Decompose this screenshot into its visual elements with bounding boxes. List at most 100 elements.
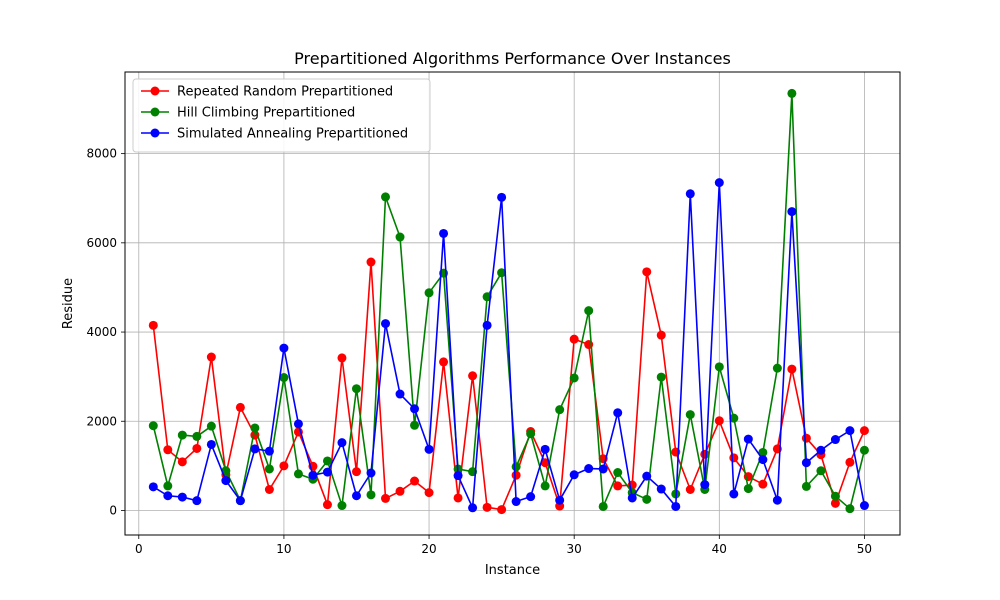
series-3 — [148, 178, 869, 513]
data-point — [685, 189, 695, 199]
data-point — [468, 503, 478, 513]
data-point — [845, 457, 855, 467]
data-point — [206, 439, 216, 449]
data-point — [351, 491, 361, 501]
data-point — [424, 488, 434, 498]
data-point — [743, 434, 753, 444]
data-point — [729, 489, 739, 499]
data-point — [830, 435, 840, 445]
data-point — [221, 476, 231, 486]
data-point — [787, 88, 797, 98]
data-point — [671, 501, 681, 511]
data-point — [584, 464, 594, 474]
data-point — [148, 421, 158, 431]
data-point — [235, 402, 245, 412]
legend-item: Repeated Random Prepartitioned — [141, 85, 393, 100]
x-tick-label: 20 — [421, 542, 436, 556]
y-tick-label: 8000 — [86, 147, 117, 161]
data-point — [337, 438, 347, 448]
data-point — [381, 192, 391, 202]
data-point — [366, 257, 376, 267]
data-point — [497, 192, 507, 202]
data-point — [177, 492, 187, 502]
x-tick-label: 10 — [276, 542, 291, 556]
data-point — [540, 458, 550, 468]
data-point — [729, 453, 739, 463]
data-point — [148, 320, 158, 330]
data-point — [453, 493, 463, 503]
data-point — [497, 505, 507, 515]
data-point — [264, 485, 274, 495]
data-point — [714, 416, 724, 426]
data-point — [845, 504, 855, 514]
data-point — [250, 423, 260, 433]
x-tick-label: 0 — [135, 542, 143, 556]
data-point — [569, 373, 579, 383]
data-point — [351, 467, 361, 477]
y-tick-label: 0 — [109, 503, 117, 517]
data-point — [381, 493, 391, 503]
data-point — [540, 444, 550, 454]
data-point — [163, 481, 173, 491]
data-point — [482, 502, 492, 512]
data-point — [526, 429, 536, 439]
data-point — [177, 430, 187, 440]
legend-box — [132, 78, 431, 153]
data-point — [482, 320, 492, 330]
data-point — [206, 352, 216, 362]
data-point — [540, 481, 550, 491]
data-point — [787, 364, 797, 374]
data-point — [468, 371, 478, 381]
data-point — [250, 444, 260, 454]
data-point — [816, 466, 826, 476]
data-point — [235, 496, 245, 506]
data-point — [801, 481, 811, 491]
data-point — [511, 470, 521, 480]
legend-label: Simulated Annealing Prepartitioned — [177, 127, 408, 142]
data-point — [279, 461, 289, 471]
data-point — [279, 373, 289, 383]
data-point — [772, 495, 782, 505]
data-point — [859, 501, 869, 511]
data-point — [453, 471, 463, 481]
data-point — [351, 384, 361, 394]
data-point — [395, 486, 405, 496]
x-tick-label: 30 — [567, 542, 582, 556]
data-point — [613, 408, 623, 418]
data-point — [656, 330, 666, 340]
data-point — [656, 484, 666, 494]
data-point — [424, 288, 434, 298]
data-point — [511, 462, 521, 472]
data-point — [337, 353, 347, 363]
data-point — [163, 445, 173, 455]
data-point — [714, 178, 724, 188]
data-point — [293, 419, 303, 429]
data-point — [410, 404, 420, 414]
data-point — [279, 343, 289, 353]
legend-marker — [150, 107, 160, 117]
data-point — [859, 426, 869, 436]
data-point — [410, 420, 420, 430]
data-point — [148, 482, 158, 492]
data-point — [772, 363, 782, 373]
series-layer — [148, 88, 869, 515]
data-point — [758, 455, 768, 465]
data-point — [714, 362, 724, 372]
data-point — [816, 445, 826, 455]
data-point — [497, 268, 507, 278]
data-point — [381, 319, 391, 329]
data-point — [743, 484, 753, 494]
data-point — [206, 421, 216, 431]
legend-label: Repeated Random Prepartitioned — [177, 85, 393, 100]
data-point — [859, 445, 869, 455]
data-point — [410, 476, 420, 486]
x-tick-label: 40 — [712, 542, 727, 556]
x-axis-label: Instance — [485, 563, 540, 578]
data-point — [293, 469, 303, 479]
legend-item: Hill Climbing Prepartitioned — [141, 106, 355, 121]
axes: 0 10 20 30 40 50 0 2000 4000 6000 8000 — [86, 147, 872, 556]
data-point — [322, 467, 332, 477]
data-point — [337, 501, 347, 511]
data-point — [700, 480, 710, 490]
